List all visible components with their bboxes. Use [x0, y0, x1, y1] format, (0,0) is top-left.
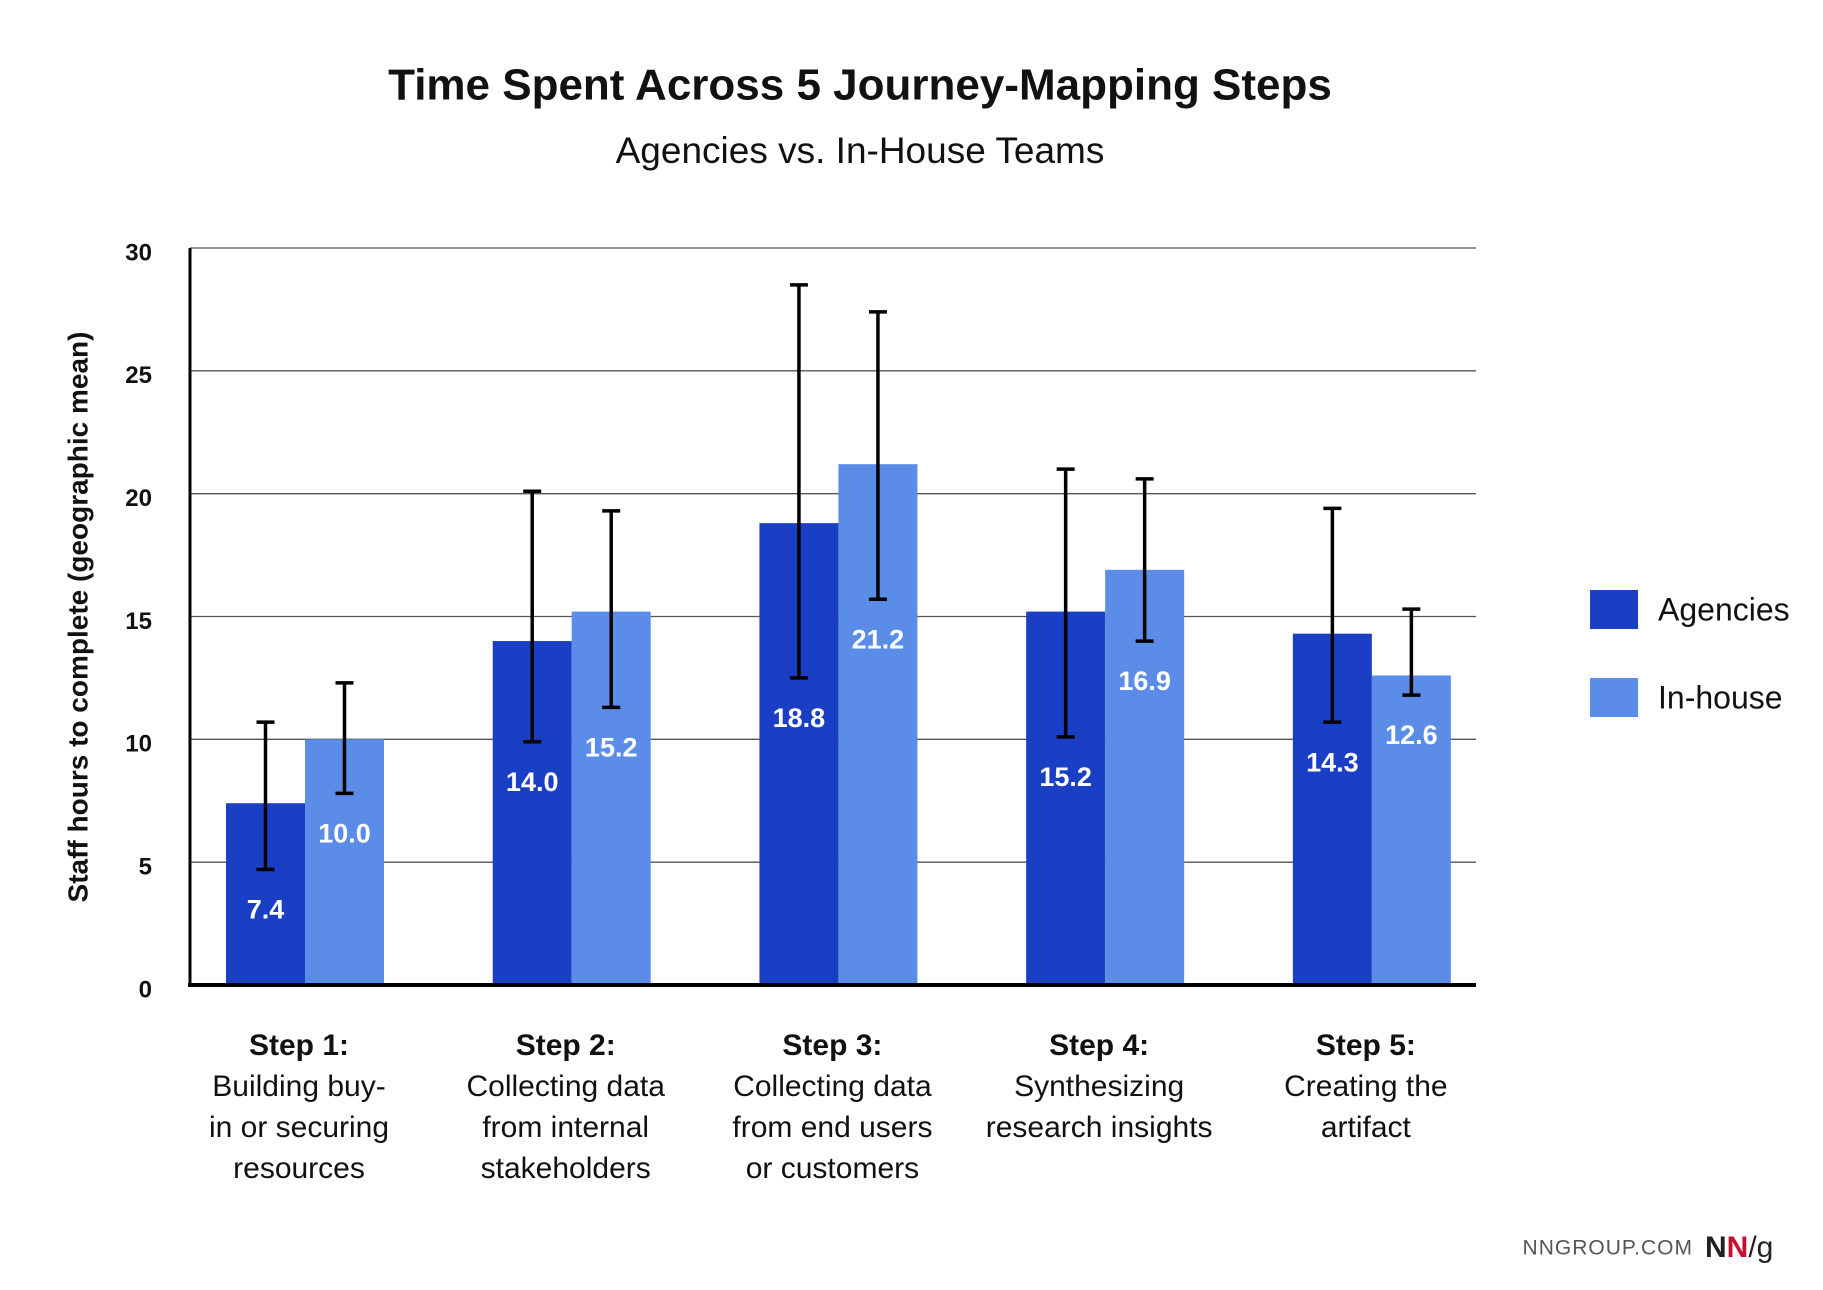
- value-label: 15.2: [585, 733, 638, 763]
- value-label: 14.3: [1306, 747, 1359, 777]
- x-tick-label: Collecting data: [733, 1070, 932, 1103]
- x-tick-label: stakeholders: [481, 1152, 651, 1185]
- logo-part: N: [1705, 1231, 1727, 1264]
- x-tick-label: Step 1:: [249, 1029, 349, 1062]
- value-label: 16.9: [1118, 666, 1171, 696]
- logo-part: N: [1727, 1231, 1749, 1264]
- x-tick-label: resources: [233, 1152, 365, 1185]
- chart-title: Time Spent Across 5 Journey-Mapping Step…: [388, 61, 1332, 110]
- value-label: 18.8: [773, 703, 826, 733]
- x-tick-label: Synthesizing: [1014, 1070, 1184, 1103]
- legend-swatch: [1590, 590, 1638, 629]
- x-tick-label: Step 4:: [1049, 1029, 1149, 1062]
- value-label: 15.2: [1039, 762, 1092, 792]
- x-tick-label: Building buy-: [212, 1070, 385, 1103]
- y-tick-label: 15: [125, 608, 152, 635]
- y-tick-label: 0: [139, 976, 152, 1003]
- x-tick-label: Collecting data: [466, 1070, 665, 1103]
- value-label: 7.4: [247, 895, 285, 925]
- y-tick-label: 10: [125, 731, 152, 758]
- legend-swatch: [1590, 678, 1638, 717]
- x-tick-label: from internal: [482, 1111, 649, 1144]
- x-tick-label: Creating the: [1284, 1070, 1447, 1103]
- value-label: 14.0: [506, 767, 559, 797]
- x-tick-label: research insights: [986, 1111, 1213, 1144]
- x-tick-label: in or securing: [209, 1111, 389, 1144]
- y-tick-label: 20: [125, 485, 152, 512]
- y-tick-label: 25: [125, 362, 152, 389]
- value-label: 21.2: [852, 624, 905, 654]
- x-tick-label: Step 5:: [1316, 1029, 1416, 1062]
- y-tick-label: 30: [125, 239, 152, 266]
- legend-label: Agencies: [1658, 591, 1790, 627]
- legend-label: In-house: [1658, 679, 1783, 715]
- bar: [1371, 675, 1451, 985]
- x-tick-label: or customers: [746, 1152, 919, 1185]
- y-axis-title: Staff hours to complete (geographic mean…: [62, 332, 93, 903]
- chart-subtitle: Agencies vs. In-House Teams: [616, 130, 1105, 171]
- x-tick-label: from end users: [732, 1111, 932, 1144]
- source: NNGROUP.COM: [1523, 1237, 1693, 1260]
- y-tick-label: 5: [139, 854, 152, 881]
- logo: NN/g: [1705, 1231, 1773, 1264]
- logo-part: /g: [1748, 1231, 1773, 1264]
- x-tick-label: Step 3:: [782, 1029, 882, 1062]
- value-label: 12.6: [1385, 720, 1438, 750]
- value-label: 10.0: [318, 819, 371, 849]
- x-tick-label: Step 2:: [516, 1029, 616, 1062]
- x-tick-label: artifact: [1321, 1111, 1412, 1144]
